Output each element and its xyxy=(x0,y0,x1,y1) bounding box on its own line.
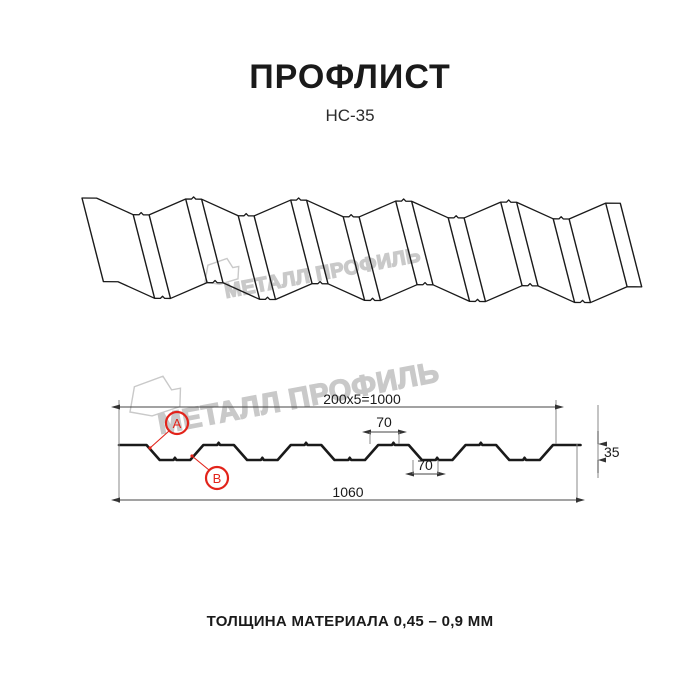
svg-text:B: B xyxy=(213,471,222,486)
svg-text:A: A xyxy=(173,416,182,431)
